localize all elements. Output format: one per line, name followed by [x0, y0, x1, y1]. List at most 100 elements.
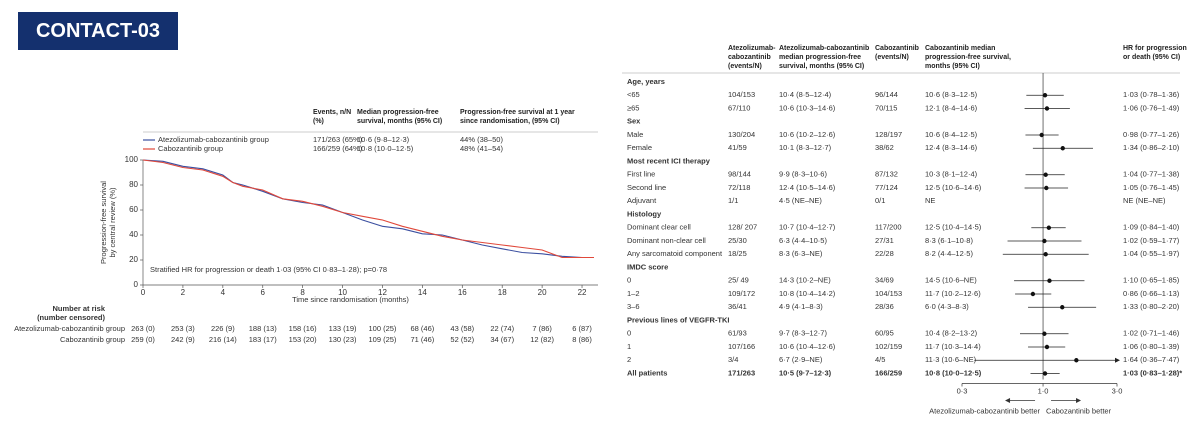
- risk-cell: 183 (17): [249, 335, 277, 344]
- row-label: Dominant clear cell: [627, 223, 691, 232]
- risk-cell: 188 (13): [249, 324, 277, 333]
- risk-cell: 52 (52): [450, 335, 474, 344]
- row-label: Dominant non-clear cell: [627, 236, 706, 245]
- annotation: Stratified HR for progression or death 1…: [150, 265, 387, 274]
- hr-label: 1·03 (0·78–1·36): [1123, 90, 1180, 99]
- row-cell: 107/166: [728, 342, 755, 351]
- hr-label: 1·06 (0·80–1·39): [1123, 342, 1180, 351]
- summary-cell: 10·6 (9·8–12·3): [357, 135, 410, 144]
- row-cell: 10·8 (10·4–14·2): [779, 289, 836, 298]
- risk-cell: 133 (19): [329, 324, 357, 333]
- row-cell: 6·7 (2·9–NE): [779, 355, 823, 364]
- hr-point: [1047, 278, 1052, 283]
- row-cell: 25/30: [728, 236, 747, 245]
- row-cell: 10·6 (10·4–12·6): [779, 342, 836, 351]
- row-label: Any sarcomatoid component: [627, 249, 723, 258]
- hr-point: [1060, 305, 1065, 310]
- hr-point: [1043, 252, 1048, 257]
- y-axis-label: by central review (%): [108, 187, 117, 258]
- hr-point: [1044, 344, 1050, 350]
- row-label: 2: [627, 355, 631, 364]
- row-cell: 28/36: [875, 302, 894, 311]
- row-label: ≥65: [627, 103, 639, 112]
- hr-point: [1060, 146, 1065, 151]
- row-cell: 12·5 (10·6–14·6): [925, 183, 982, 192]
- row-cell: 10·4 (8·5–12·4): [779, 90, 832, 99]
- row-cell: 12·1 (8·4–14·6): [925, 103, 978, 112]
- row-cell: 104/153: [728, 90, 755, 99]
- row-cell: 61/93: [728, 329, 747, 338]
- risk-cell: 12 (82): [530, 335, 554, 344]
- risk-cell: 130 (23): [329, 335, 357, 344]
- row-cell: 11·7 (10·2–12·6): [925, 289, 981, 298]
- row-cell: 14·5 (10·6–NE): [925, 276, 977, 285]
- row-cell: 117/200: [875, 223, 902, 232]
- hr-label: 1·04 (0·55–1·97): [1123, 249, 1180, 258]
- row-cell: 67/110: [728, 103, 750, 112]
- row-cell: 10·8 (10·0–12·5): [925, 368, 982, 377]
- row-label: 0: [627, 276, 631, 285]
- row-cell: 109/172: [728, 289, 755, 298]
- group-label: IMDC score: [627, 262, 668, 271]
- row-cell: 10·6 (8·3–12·5): [925, 90, 978, 99]
- risk-cell: 253 (3): [171, 324, 195, 333]
- x-tick-label: 0: [141, 288, 146, 297]
- row-cell: 104/153: [875, 289, 902, 298]
- x-tick-label: 1·0: [1038, 386, 1049, 395]
- hr-label: 1·04 (0·77–1·38): [1123, 170, 1180, 179]
- risk-cell: 6 (87): [572, 324, 592, 333]
- y-tick-label: 60: [129, 205, 138, 214]
- row-cell: 25/ 49: [728, 276, 749, 285]
- row-cell: 166/259: [875, 368, 902, 377]
- row-cell: 128/ 207: [728, 223, 757, 232]
- row-cell: 6·0 (4·3–8·3): [925, 302, 969, 311]
- y-tick-label: 80: [129, 180, 138, 189]
- hr-label: 1·64 (0·36–7·47): [1123, 355, 1180, 364]
- hr-label: 1·02 (0·59–1·77): [1123, 236, 1180, 245]
- ci-arrow: [1115, 357, 1120, 363]
- hr-label: 0·98 (0·77–1·26): [1123, 130, 1180, 139]
- column-header: Atezolizumab-cabozantinib (events/N): [728, 45, 776, 70]
- row-cell: 18/25: [728, 249, 747, 258]
- x-tick-label: 22: [578, 288, 587, 297]
- row-label: 1–2: [627, 289, 640, 298]
- hr-point: [1042, 93, 1048, 98]
- summary-cell: 48% (41–54): [460, 144, 503, 153]
- row-cell: 22/28: [875, 249, 894, 258]
- x-tick-label: 14: [418, 288, 427, 297]
- row-cell: 130/204: [728, 130, 755, 139]
- row-cell: 4·5 (NE–NE): [779, 196, 822, 205]
- hr-point: [1042, 371, 1048, 376]
- row-cell: 1/1: [728, 196, 738, 205]
- row-cell: 12·4 (10·5–14·6): [779, 183, 836, 192]
- risk-cell: 68 (46): [411, 324, 435, 333]
- summary-header: Events, n/N (%): [313, 109, 352, 125]
- hr-point: [1044, 185, 1049, 191]
- hr-point: [1043, 172, 1048, 177]
- x-tick-label: 6: [261, 288, 266, 297]
- hr-point: [1044, 106, 1050, 111]
- hr-label: 0·86 (0·66–1·13): [1123, 289, 1180, 298]
- row-cell: 77/124: [875, 183, 898, 192]
- row-cell: 4·9 (4·1–8·3): [779, 302, 823, 311]
- hr-label: 1·33 (0·80–2·20): [1123, 302, 1180, 311]
- y-tick-label: 100: [125, 155, 139, 164]
- row-cell: 8·3 (6·3–NE): [779, 249, 823, 258]
- row-label: Male: [627, 130, 643, 139]
- row-label: First line: [627, 170, 655, 179]
- row-cell: 12·4 (8·3–14·6): [925, 143, 978, 152]
- y-tick-label: 0: [134, 280, 139, 289]
- arrowhead: [1076, 398, 1082, 403]
- row-label: All patients: [627, 368, 667, 377]
- risk-table-title: (number censored): [37, 313, 105, 322]
- row-cell: 36/41: [728, 302, 747, 311]
- hr-label: 1·05 (0·76–1·45): [1123, 183, 1180, 192]
- x-tick-label: 18: [498, 288, 507, 297]
- hr-label: NE (NE–NE): [1123, 196, 1166, 205]
- row-cell: 10·6 (10·3–14·6): [779, 103, 836, 112]
- summary-header: Progression-free survival at 1 year sinc…: [460, 109, 575, 125]
- x-tick-label: 4: [221, 288, 226, 297]
- row-label: 3–6: [627, 302, 640, 311]
- row-cell: 98/144: [728, 170, 751, 179]
